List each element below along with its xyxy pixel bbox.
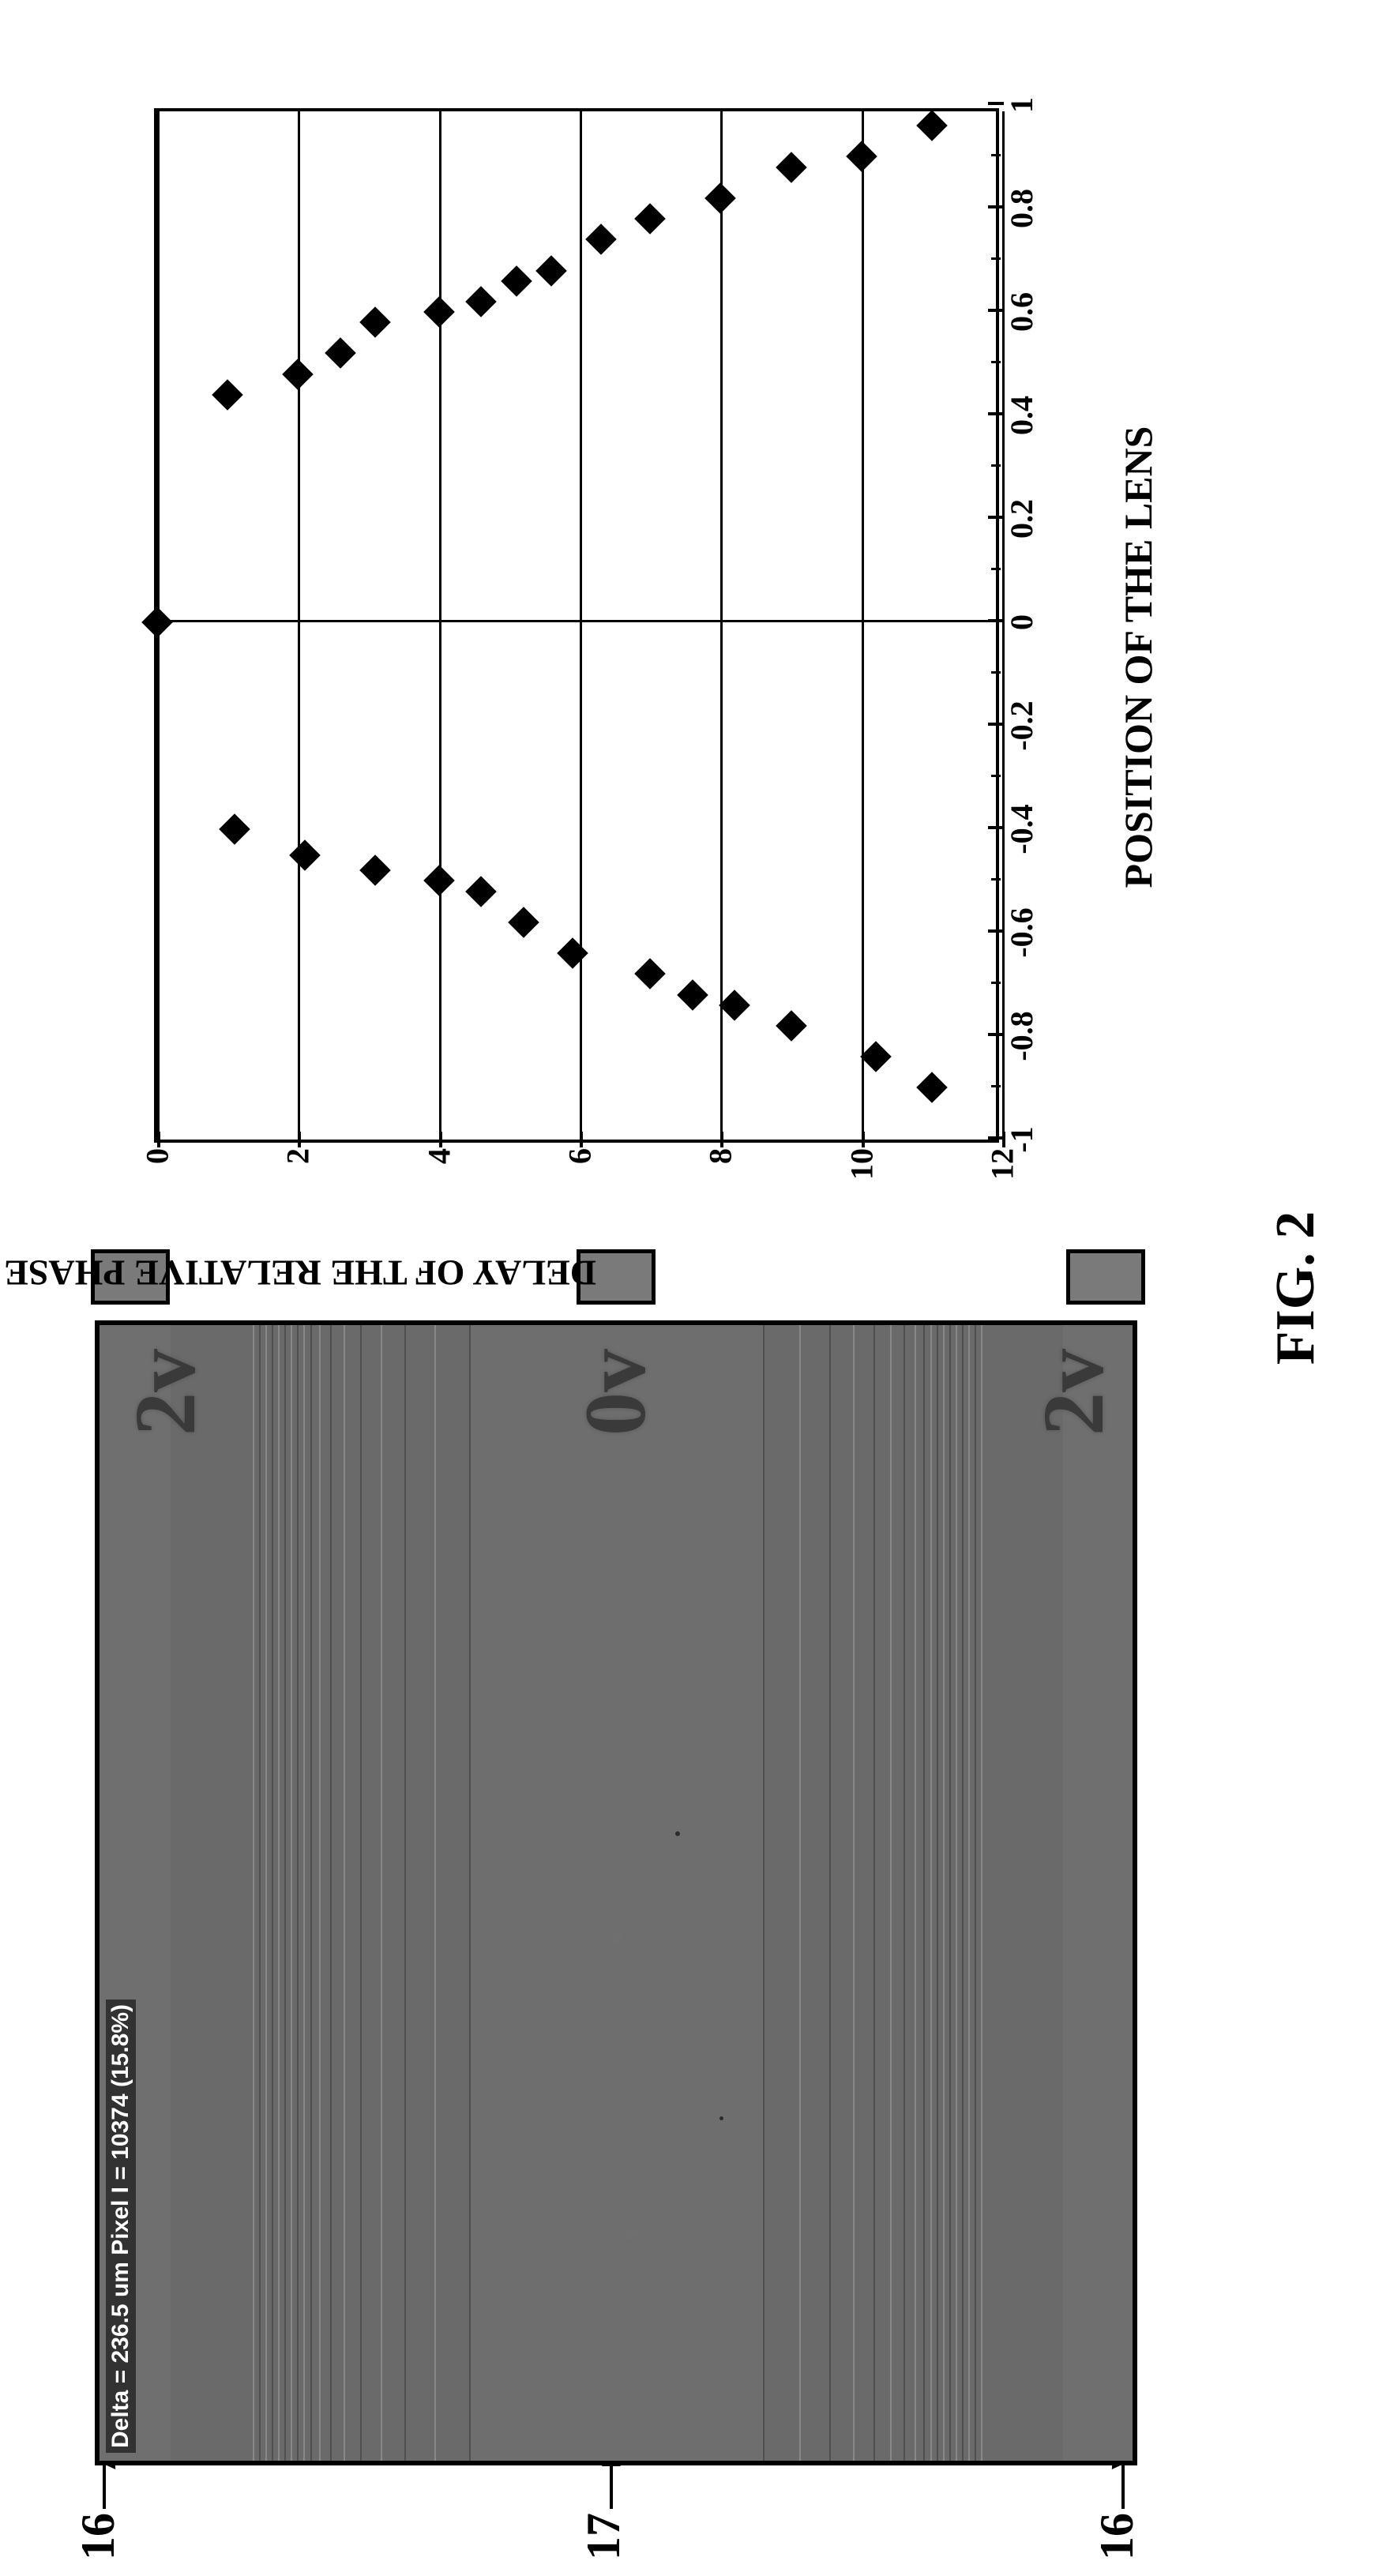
chart-x-tick-label: -0.6 [1003,907,1040,957]
interference-image: Delta = 236.5 um Pixel I = 10374 (15.8%)… [95,1320,1137,2465]
chart-x-tick-label: -1 [1003,1126,1040,1152]
chart-gridline [862,111,864,1140]
chart-x-axis-label: POSITION OF THE LENS [1115,426,1161,888]
band-fringes-bottom [763,1325,1063,2461]
chart-data-point [423,296,455,328]
chart-data-point [219,813,250,845]
chart-data-point [916,110,948,141]
chart-data-point [557,937,588,969]
chart-gridline [298,111,300,1140]
chart-x-tick-label: -0.2 [1003,700,1040,750]
callout-16-top: 16 [71,2513,126,2560]
chart-data-point [465,286,497,317]
chart-data-point [719,989,750,1021]
chart-data-point [423,866,455,897]
phase-delay-chart: DELAY OF THE RELATIVE PHASE 024681012-1-… [126,96,1066,1218]
chart-data-point [916,1072,948,1104]
electrode-box-bottom [1066,1249,1145,1305]
chart-data-point [360,306,392,338]
microscope-panel: 16 17 16 [95,1320,1137,2465]
chart-y-tick-label: 6 [562,1148,599,1183]
chart-y-tick-label: 0 [139,1148,176,1183]
chart-data-point [776,152,807,183]
chart-x-tick-label: 0.6 [1003,292,1040,332]
chart-x-tick-label: 1 [1003,97,1040,113]
chart-x-tick-label: 0.4 [1003,396,1040,435]
chart-data-point [465,876,497,907]
chart-data-point [289,839,321,871]
voltage-label-top: 2v [115,1349,216,1436]
chart-data-point [536,255,568,287]
voltage-label-bottom: 2v [1024,1349,1124,1436]
chart-data-point [776,1010,807,1042]
chart-y-axis-label: DELAY OF THE RELATIVE PHASE [4,1252,596,1294]
chart-data-point [860,1041,892,1072]
band-flat-bottom [1063,1325,1133,2461]
chart-y-tick-label: 2 [280,1148,317,1183]
chart-y-tick-label: 8 [702,1148,739,1183]
chart-x-tick-label: -0.4 [1003,804,1040,854]
chart-gridline [580,111,582,1140]
chart-y-tick-label: 10 [843,1148,880,1183]
chart-data-point [501,265,532,297]
chart-data-point [508,907,539,938]
chart-data-point [283,359,314,390]
chart-y-tick-label: 12 [984,1148,1021,1183]
chart-data-point [634,203,666,235]
chart-data-point [846,141,877,173]
chart-x-tick-label: 0 [1003,614,1040,630]
chart-data-point [677,979,708,1011]
figure-2-content: 16 17 16 [0,0,1375,2576]
image-info-strip: Delta = 236.5 um Pixel I = 10374 (15.8%) [106,2000,136,2453]
chart-data-point [325,338,356,370]
chart-data-point [585,224,617,256]
chart-plot-area: 024681012-1-0.8-0.6-0.4-0.200.20.40.60.8… [154,108,999,1143]
chart-x-tick-label: 0.2 [1003,499,1040,539]
chart-x-tick-label: 0.8 [1003,189,1040,228]
callout-17: 17 [577,2513,631,2560]
voltage-label-mid: 0v [565,1349,666,1436]
chart-gridline [439,111,441,1140]
band-fringes-top [171,1325,471,2461]
callout-16-bottom: 16 [1090,2513,1144,2560]
chart-data-point [705,182,737,214]
chart-x-tick-label: -0.8 [1003,1011,1040,1061]
chart-gridline [720,111,723,1140]
chart-data-point [634,959,666,990]
chart-y-tick-label: 4 [420,1148,457,1183]
band-flat-middle [471,1325,763,2461]
chart-data-point [212,379,243,411]
chart-data-point [360,855,392,887]
figure-label: FIG. 2 [1264,1211,1328,1365]
chart-data-point [141,606,173,638]
